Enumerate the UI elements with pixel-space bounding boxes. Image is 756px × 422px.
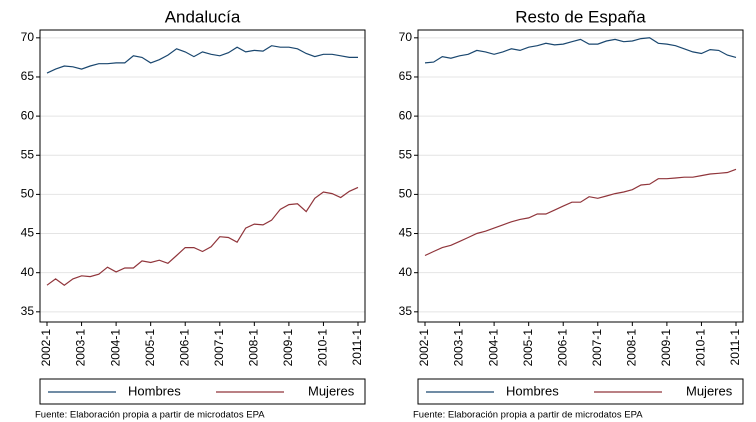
x-tick-label: 2006-1 bbox=[555, 329, 569, 367]
x-tick-label: 2005-1 bbox=[143, 329, 157, 367]
x-tick-label: 2004-1 bbox=[108, 329, 122, 367]
legend-label: Hombres bbox=[506, 383, 559, 398]
series-line bbox=[424, 168, 737, 257]
x-tick-label: 2003-1 bbox=[452, 329, 466, 367]
y-tick-label: 50 bbox=[21, 187, 35, 201]
x-tick-label: 2004-1 bbox=[486, 329, 500, 367]
series-line bbox=[46, 45, 358, 74]
x-tick-label: 2007-1 bbox=[590, 329, 604, 367]
legend-label: Mujeres bbox=[686, 383, 733, 398]
y-tick-label: 35 bbox=[399, 304, 413, 318]
y-tick-label: 55 bbox=[21, 147, 35, 161]
legend-label: Hombres bbox=[128, 383, 181, 398]
legend-label: Mujeres bbox=[308, 383, 355, 398]
x-tick-label: 2011-1 bbox=[350, 329, 364, 366]
y-tick-label: 60 bbox=[21, 108, 35, 122]
x-tick-label: 2008-1 bbox=[625, 329, 639, 367]
x-tick-label: 2007-1 bbox=[212, 329, 226, 367]
chart-title: Resto de España bbox=[515, 7, 646, 26]
x-tick-label: 2009-1 bbox=[281, 329, 295, 367]
y-tick-label: 55 bbox=[399, 147, 413, 161]
y-tick-label: 40 bbox=[21, 265, 35, 279]
y-tick-label: 70 bbox=[21, 30, 35, 44]
y-tick-label: 45 bbox=[21, 226, 35, 240]
x-tick-label: 2011-1 bbox=[728, 329, 742, 366]
y-tick-label: 35 bbox=[21, 304, 35, 318]
y-tick-label: 65 bbox=[21, 69, 35, 83]
chart-title: Andalucía bbox=[165, 7, 241, 26]
plot-frame bbox=[39, 29, 366, 323]
x-tick-label: 2002-1 bbox=[417, 329, 431, 367]
series-line bbox=[46, 186, 359, 286]
y-tick-label: 70 bbox=[399, 30, 413, 44]
x-tick-label: 2010-1 bbox=[316, 329, 330, 367]
y-tick-label: 45 bbox=[399, 226, 413, 240]
x-tick-label: 2005-1 bbox=[521, 329, 535, 367]
note: Fuente: Elaboración propia a partir de m… bbox=[413, 410, 643, 421]
x-tick-label: 2006-1 bbox=[177, 329, 191, 367]
y-tick-label: 50 bbox=[399, 187, 413, 201]
y-tick-label: 65 bbox=[399, 69, 413, 83]
plot-frame bbox=[417, 29, 744, 323]
x-tick-label: 2009-1 bbox=[659, 329, 673, 367]
series-line bbox=[424, 37, 737, 64]
x-tick-label: 2003-1 bbox=[74, 329, 88, 367]
x-tick-label: 2010-1 bbox=[694, 329, 708, 367]
y-tick-label: 60 bbox=[399, 108, 413, 122]
x-tick-label: 2002-1 bbox=[39, 329, 53, 367]
note: Fuente: Elaboración propia a partir de m… bbox=[35, 410, 265, 421]
y-tick-label: 40 bbox=[399, 265, 413, 279]
x-tick-label: 2008-1 bbox=[247, 329, 261, 367]
